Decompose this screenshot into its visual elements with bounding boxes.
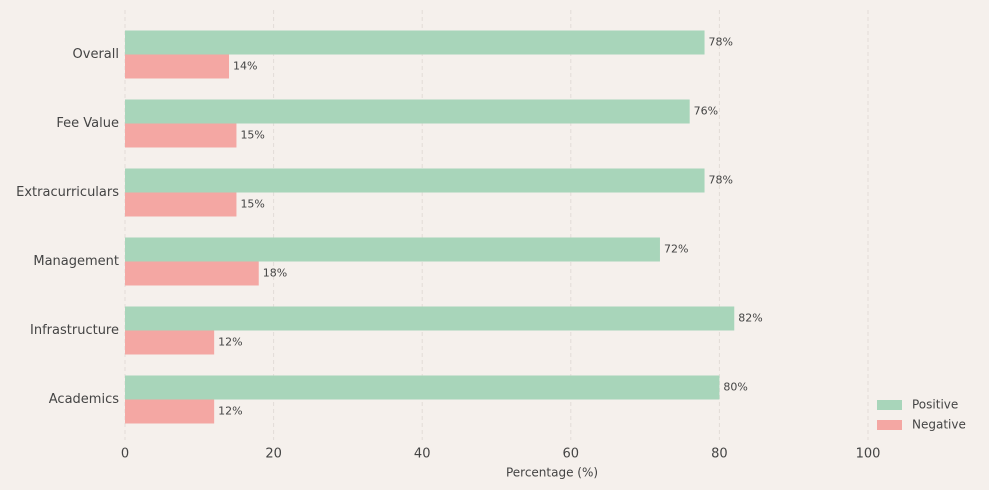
x-tick-label: 20 bbox=[265, 447, 282, 462]
bar bbox=[125, 399, 215, 424]
value-label: 15% bbox=[240, 129, 264, 142]
x-axis-label: Percentage (%) bbox=[506, 466, 598, 480]
value-label: 82% bbox=[738, 312, 762, 325]
y-tick-label: Overall bbox=[73, 47, 119, 62]
value-label: 80% bbox=[723, 381, 747, 394]
value-label: 72% bbox=[664, 243, 688, 256]
value-label: 78% bbox=[709, 36, 733, 49]
bar bbox=[125, 306, 735, 331]
bar bbox=[125, 30, 705, 55]
legend-label: Negative bbox=[912, 418, 966, 432]
legend-swatch bbox=[877, 400, 902, 410]
x-tick-label: 80 bbox=[711, 447, 728, 462]
value-label: 78% bbox=[709, 174, 733, 187]
y-tick-label: Fee Value bbox=[56, 116, 119, 131]
x-tick-label: 60 bbox=[563, 447, 580, 462]
y-tick-label: Infrastructure bbox=[30, 323, 119, 338]
bar bbox=[125, 123, 237, 148]
x-tick-label: 100 bbox=[856, 447, 881, 462]
value-label: 15% bbox=[240, 198, 264, 211]
bar bbox=[125, 54, 230, 79]
value-label: 12% bbox=[218, 336, 242, 349]
value-label: 12% bbox=[218, 405, 242, 418]
legend-label: Positive bbox=[912, 398, 958, 412]
value-label: 76% bbox=[694, 105, 718, 118]
bar bbox=[125, 168, 705, 193]
bar bbox=[125, 375, 720, 400]
y-tick-label: Management bbox=[33, 254, 119, 269]
legend-swatch bbox=[877, 420, 902, 430]
y-tick-label: Academics bbox=[49, 392, 119, 407]
y-tick-label: Extracurriculars bbox=[16, 185, 119, 200]
value-label: 18% bbox=[263, 267, 287, 280]
bar bbox=[125, 330, 215, 355]
value-label: 14% bbox=[233, 60, 257, 73]
x-tick-label: 0 bbox=[121, 447, 129, 462]
x-tick-label: 40 bbox=[414, 447, 431, 462]
bar bbox=[125, 192, 237, 217]
bar bbox=[125, 99, 690, 124]
bar bbox=[125, 261, 259, 286]
bar bbox=[125, 237, 660, 262]
